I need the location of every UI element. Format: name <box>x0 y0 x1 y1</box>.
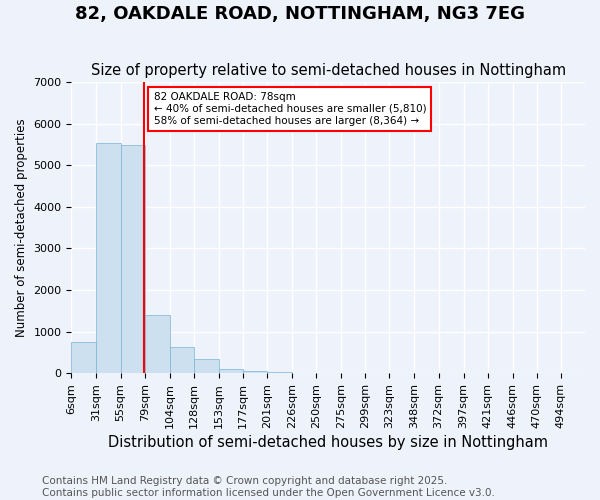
Bar <box>243 370 267 373</box>
Y-axis label: Number of semi-detached properties: Number of semi-detached properties <box>15 118 28 337</box>
Bar <box>71 342 97 373</box>
Bar <box>219 368 243 373</box>
Bar <box>194 358 219 373</box>
Bar <box>267 372 292 373</box>
Text: 82, OAKDALE ROAD, NOTTINGHAM, NG3 7EG: 82, OAKDALE ROAD, NOTTINGHAM, NG3 7EG <box>75 5 525 23</box>
Bar <box>170 348 194 373</box>
Bar <box>97 143 121 373</box>
Title: Size of property relative to semi-detached houses in Nottingham: Size of property relative to semi-detach… <box>91 63 566 78</box>
Bar <box>121 145 145 373</box>
Bar <box>145 316 170 373</box>
Text: Contains HM Land Registry data © Crown copyright and database right 2025.
Contai: Contains HM Land Registry data © Crown c… <box>42 476 495 498</box>
Text: 82 OAKDALE ROAD: 78sqm
← 40% of semi-detached houses are smaller (5,810)
58% of : 82 OAKDALE ROAD: 78sqm ← 40% of semi-det… <box>154 92 426 126</box>
X-axis label: Distribution of semi-detached houses by size in Nottingham: Distribution of semi-detached houses by … <box>108 435 548 450</box>
